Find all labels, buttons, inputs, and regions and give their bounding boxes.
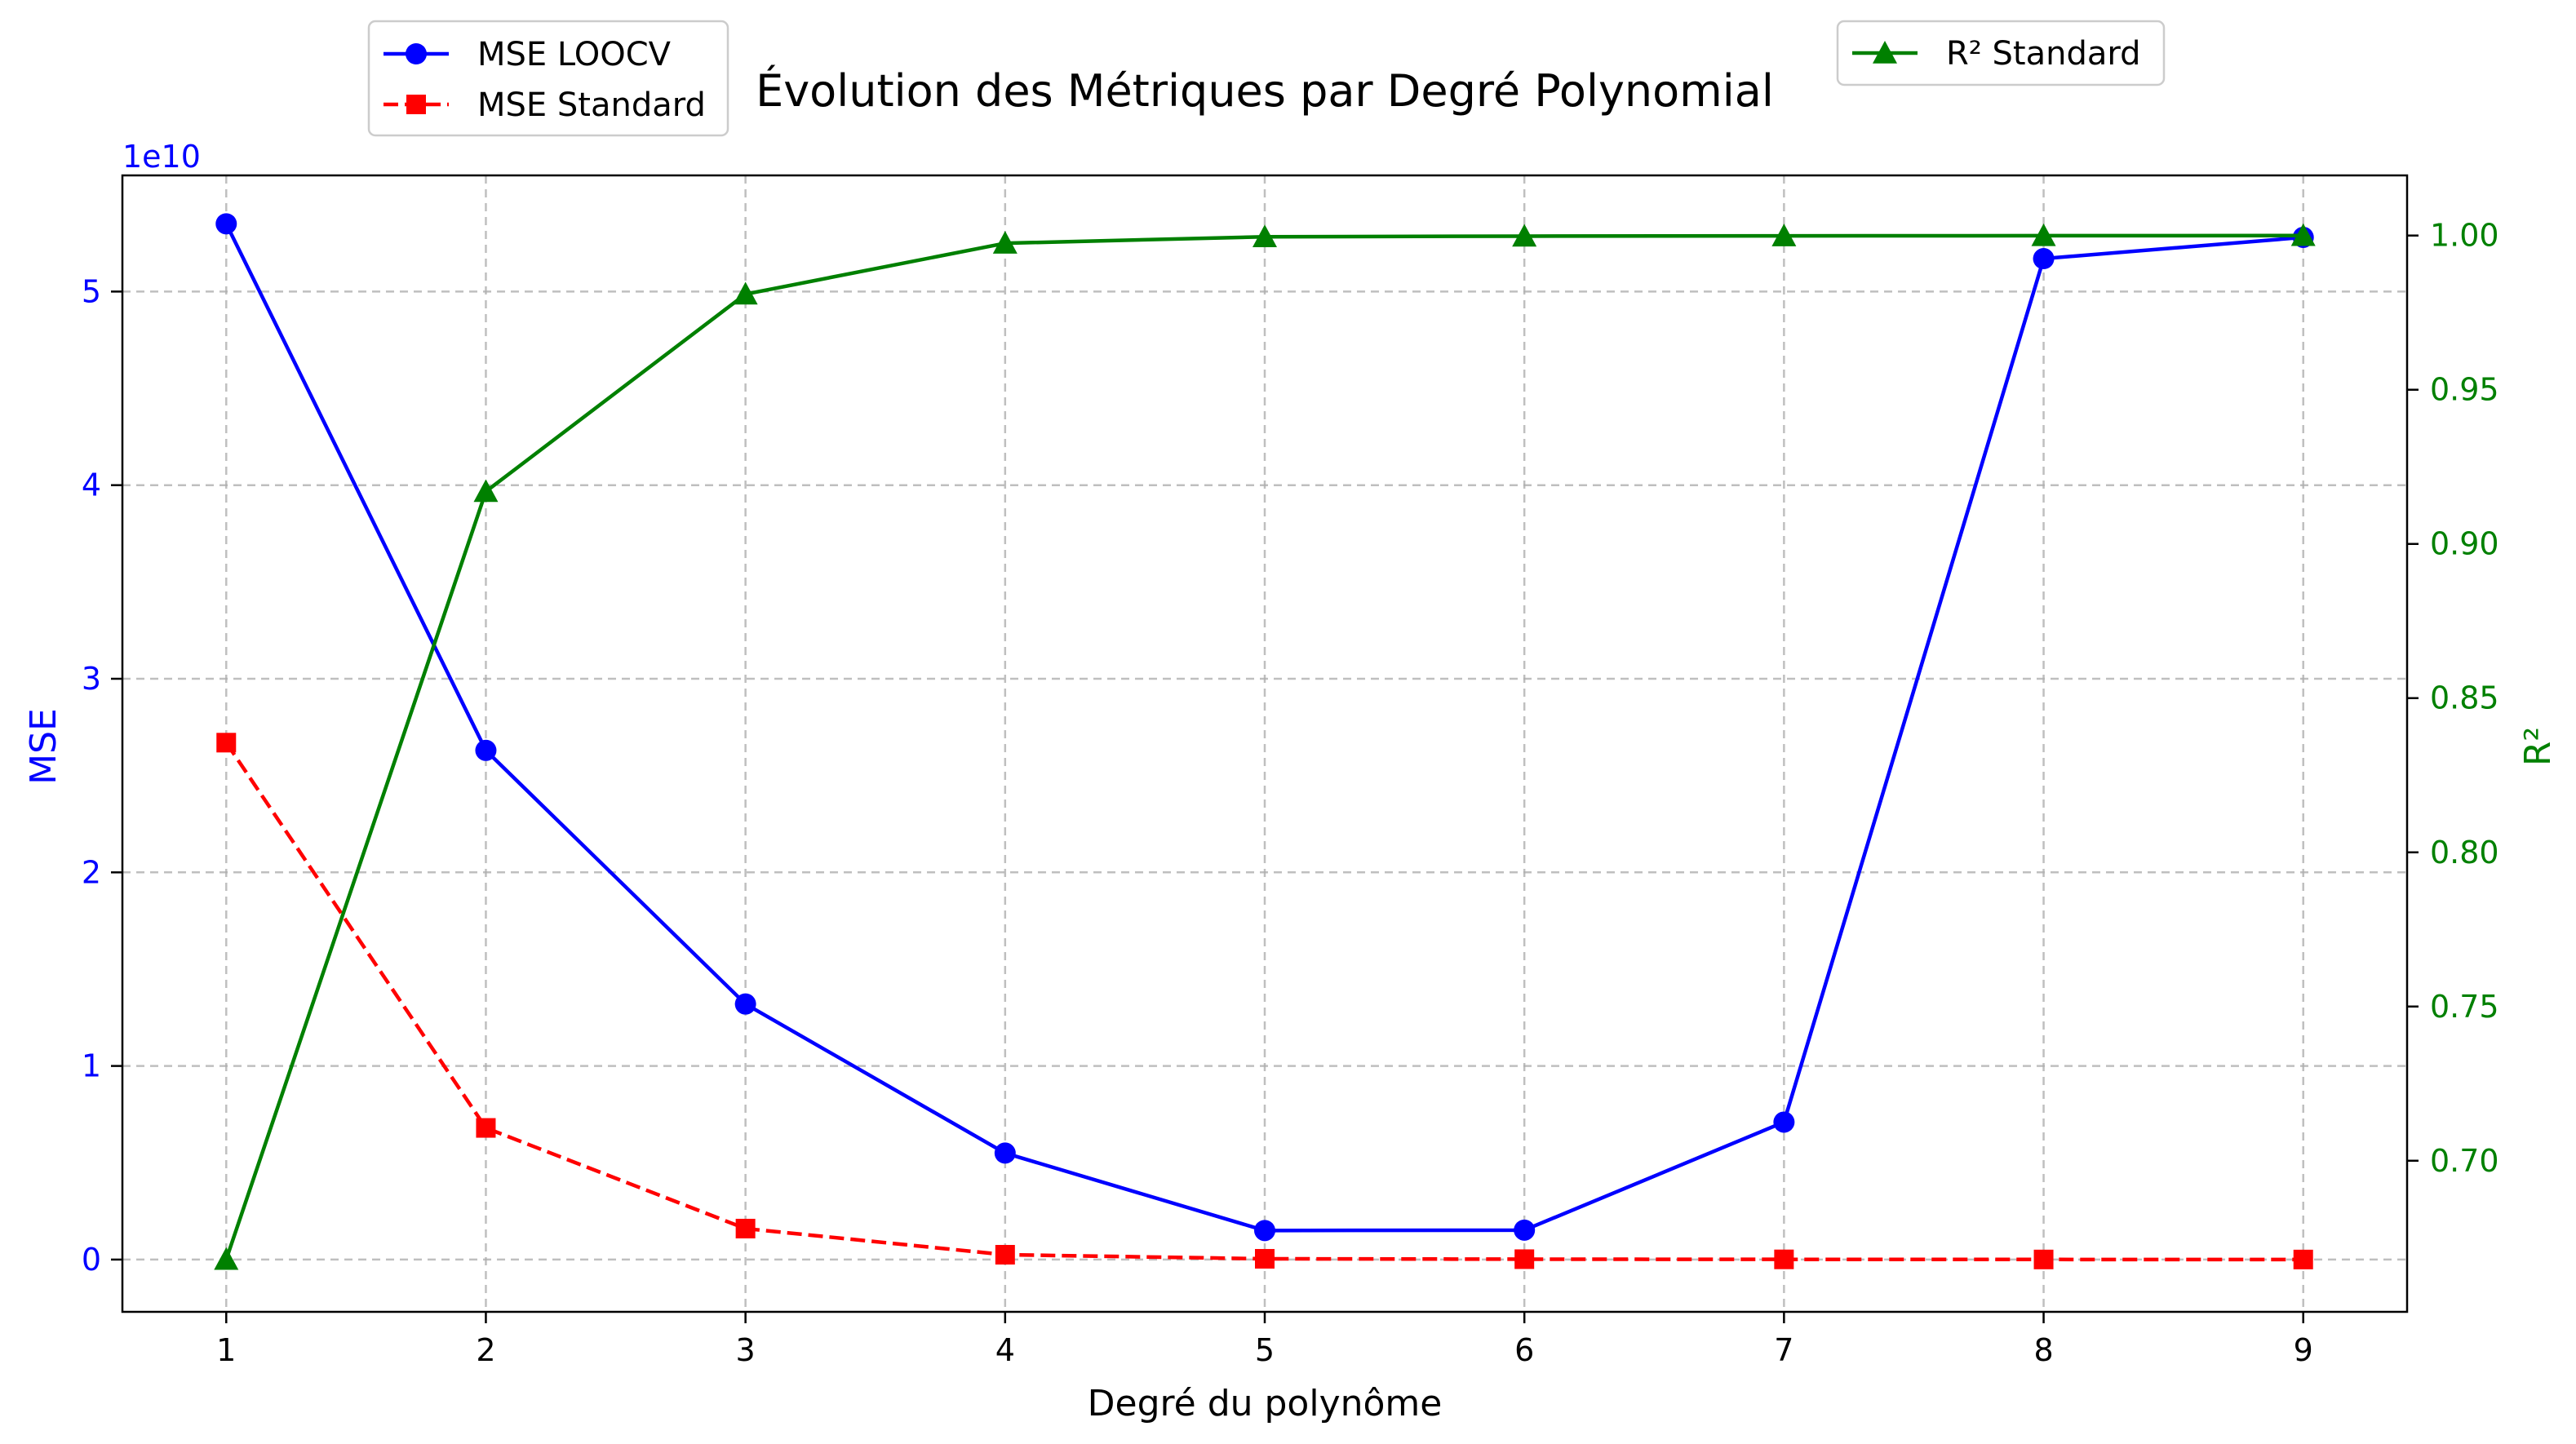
data-point bbox=[1253, 224, 1277, 247]
legend-label: MSE Standard bbox=[477, 86, 706, 124]
series-layer bbox=[214, 213, 2316, 1270]
data-point bbox=[1254, 1220, 1275, 1242]
x-tick-label: 8 bbox=[2033, 1332, 2053, 1368]
x-tick-label: 6 bbox=[1514, 1332, 1534, 1368]
grid bbox=[122, 175, 2407, 1312]
data-point bbox=[476, 1118, 496, 1138]
y-left-tick-label: 5 bbox=[82, 273, 101, 309]
data-point bbox=[1514, 1219, 1536, 1241]
data-point bbox=[1771, 224, 1797, 246]
x-tick-label: 5 bbox=[1255, 1332, 1275, 1368]
y-left-tick-label: 4 bbox=[82, 467, 101, 503]
data-point bbox=[214, 1247, 239, 1270]
legend-label: R² Standard bbox=[1946, 35, 2141, 73]
data-point bbox=[995, 1244, 1015, 1265]
data-point bbox=[2290, 223, 2316, 246]
legend-left: MSE LOOCV MSE Standard bbox=[367, 20, 729, 137]
y-axis-left-title: MSE bbox=[23, 708, 64, 785]
x-tick-label: 3 bbox=[736, 1332, 756, 1368]
x-axis: 1 2 3 4 5 6 7 8 9 bbox=[216, 1312, 2313, 1368]
y-right-tick-label: 0.75 bbox=[2430, 989, 2499, 1025]
data-point bbox=[2033, 248, 2055, 270]
y-right-tick-label: 0.85 bbox=[2430, 680, 2499, 716]
legend-left-frame bbox=[367, 20, 729, 137]
y-right-tick-label: 0.70 bbox=[2430, 1143, 2499, 1179]
data-point bbox=[2293, 1249, 2313, 1269]
y-axis-left-offset-label: 1e10 bbox=[122, 139, 201, 175]
y-right-tick-label: 0.80 bbox=[2430, 835, 2499, 870]
x-tick-label: 4 bbox=[995, 1332, 1015, 1368]
data-point bbox=[994, 1142, 1016, 1164]
x-tick-label: 2 bbox=[476, 1332, 495, 1368]
y-left-tick-label: 0 bbox=[82, 1242, 101, 1278]
y-axis-left: 0 1 2 3 4 5 bbox=[82, 273, 122, 1278]
data-point bbox=[215, 213, 237, 235]
data-point bbox=[216, 733, 237, 753]
data-point bbox=[475, 739, 497, 761]
legend-right-frame bbox=[1836, 20, 2166, 86]
data-point bbox=[1514, 1249, 1535, 1269]
x-tick-label: 1 bbox=[216, 1332, 236, 1368]
y-axis-right-title: R² bbox=[2517, 727, 2559, 766]
data-point bbox=[1774, 1249, 1794, 1269]
y-left-tick-label: 2 bbox=[82, 854, 101, 890]
y-right-tick-label: 0.90 bbox=[2430, 526, 2499, 562]
data-point bbox=[992, 231, 1018, 254]
series-1 bbox=[216, 733, 2313, 1269]
data-point bbox=[473, 479, 499, 503]
data-point bbox=[2031, 223, 2056, 246]
y-axis-right: 0.70 0.75 0.80 0.85 0.90 0.95 1.00 bbox=[2407, 218, 2499, 1179]
data-point bbox=[1255, 1248, 1275, 1269]
legend-marker bbox=[406, 43, 427, 64]
legend-label: MSE LOOCV bbox=[477, 36, 672, 73]
legend-marker bbox=[406, 95, 426, 114]
y-left-tick-label: 1 bbox=[82, 1048, 101, 1084]
chart-title: Évolution des Métriques par Degré Polyno… bbox=[756, 65, 1774, 117]
data-point bbox=[735, 1218, 756, 1238]
y-right-tick-label: 0.95 bbox=[2430, 372, 2499, 408]
x-tick-label: 7 bbox=[1774, 1332, 1793, 1368]
data-point bbox=[1512, 224, 1537, 247]
x-tick-label: 9 bbox=[2294, 1332, 2313, 1368]
legend-right: R² Standard bbox=[1836, 20, 2166, 86]
series-2 bbox=[214, 223, 2316, 1270]
data-point bbox=[733, 281, 758, 305]
data-point bbox=[734, 993, 756, 1015]
legend-marker bbox=[1873, 41, 1897, 64]
x-axis-title: Degré du polynôme bbox=[1088, 1383, 1443, 1424]
y-left-tick-label: 3 bbox=[82, 661, 101, 697]
series-0 bbox=[215, 213, 2314, 1242]
y-right-tick-label: 1.00 bbox=[2430, 218, 2499, 254]
data-point bbox=[1773, 1111, 1795, 1133]
data-point bbox=[2033, 1249, 2054, 1269]
